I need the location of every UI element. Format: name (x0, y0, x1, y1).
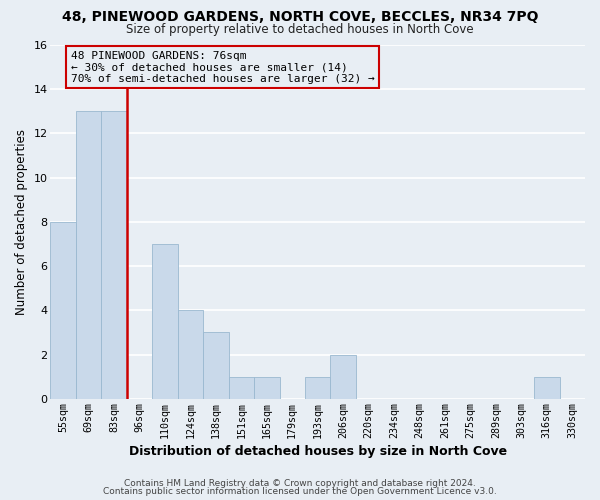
Bar (254, 376, 280, 399)
Text: 48, PINEWOOD GARDENS, NORTH COVE, BECCLES, NR34 7PQ: 48, PINEWOOD GARDENS, NORTH COVE, BECCLE… (62, 10, 538, 24)
Bar (50, 222, 76, 399)
Bar (178, 310, 203, 399)
Bar (229, 376, 254, 399)
Bar (76, 112, 101, 399)
Bar (534, 376, 560, 399)
Text: 48 PINEWOOD GARDENS: 76sqm
← 30% of detached houses are smaller (14)
70% of semi: 48 PINEWOOD GARDENS: 76sqm ← 30% of deta… (71, 50, 374, 84)
Bar (203, 332, 229, 399)
Text: Contains public sector information licensed under the Open Government Licence v3: Contains public sector information licen… (103, 487, 497, 496)
Bar (305, 376, 331, 399)
Bar (152, 244, 178, 399)
Text: Contains HM Land Registry data © Crown copyright and database right 2024.: Contains HM Land Registry data © Crown c… (124, 478, 476, 488)
Y-axis label: Number of detached properties: Number of detached properties (15, 129, 28, 315)
X-axis label: Distribution of detached houses by size in North Cove: Distribution of detached houses by size … (128, 444, 507, 458)
Bar (101, 112, 127, 399)
Bar (331, 354, 356, 399)
Text: Size of property relative to detached houses in North Cove: Size of property relative to detached ho… (126, 22, 474, 36)
